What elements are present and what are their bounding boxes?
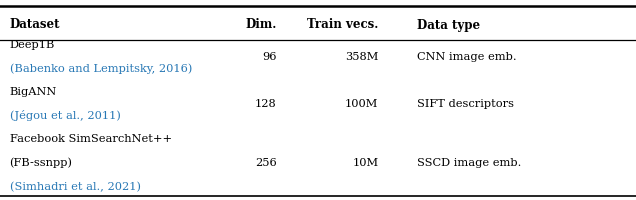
Text: (FB-ssnpp): (FB-ssnpp) <box>10 158 73 168</box>
Text: 128: 128 <box>255 99 277 109</box>
Text: Dim.: Dim. <box>245 19 277 31</box>
Text: (Jégou et al., 2011): (Jégou et al., 2011) <box>10 110 120 121</box>
Text: Train vecs.: Train vecs. <box>307 19 378 31</box>
Text: CNN image emb.: CNN image emb. <box>417 52 516 62</box>
Text: (Simhadri et al., 2021): (Simhadri et al., 2021) <box>10 181 141 192</box>
Text: (Babenko and Lempitsky, 2016): (Babenko and Lempitsky, 2016) <box>10 63 192 74</box>
Text: Dataset: Dataset <box>10 19 60 31</box>
Text: Facebook SimSearchNet++: Facebook SimSearchNet++ <box>10 134 172 144</box>
Text: 358M: 358M <box>345 52 378 62</box>
Text: SIFT descriptors: SIFT descriptors <box>417 99 514 109</box>
Text: 10M: 10M <box>352 158 378 168</box>
Text: 96: 96 <box>262 52 277 62</box>
Text: Data type: Data type <box>417 19 480 31</box>
Text: 256: 256 <box>255 158 277 168</box>
Text: Deep1B: Deep1B <box>10 40 55 50</box>
Text: 100M: 100M <box>345 99 378 109</box>
Text: SSCD image emb.: SSCD image emb. <box>417 158 521 168</box>
Text: BigANN: BigANN <box>10 87 57 97</box>
